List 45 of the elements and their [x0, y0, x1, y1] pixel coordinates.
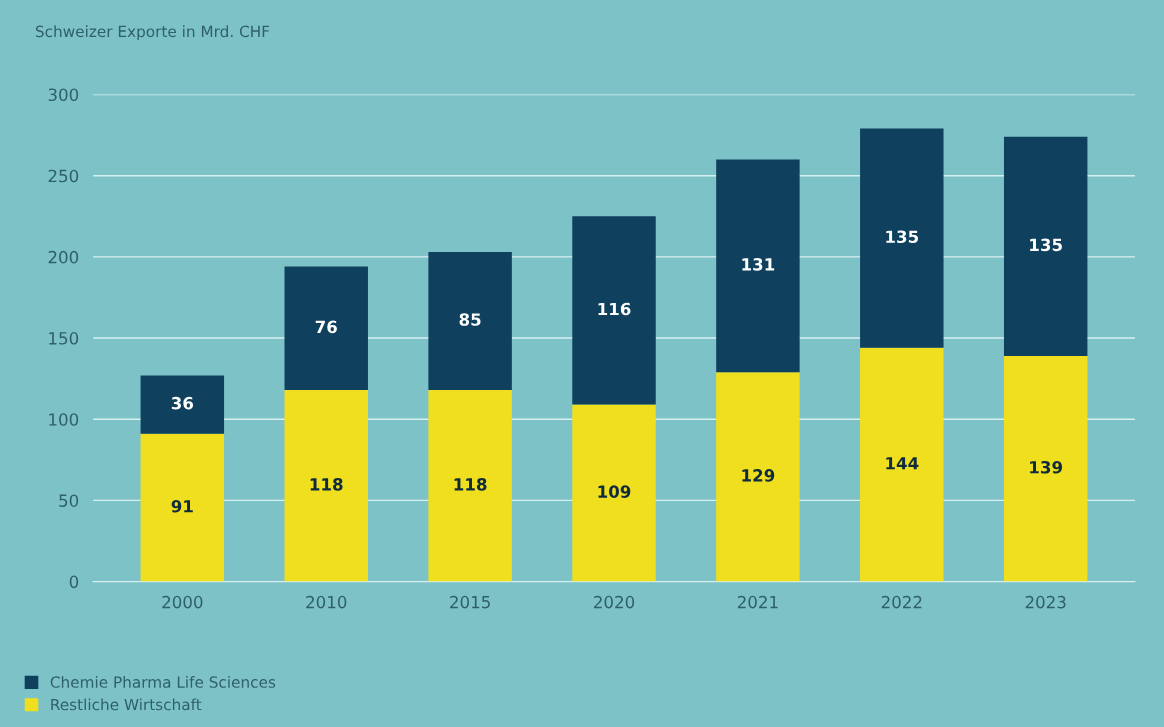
bar — [716, 372, 800, 582]
data-label: 144 — [886, 457, 919, 470]
y-tick-label: 50 — [59, 494, 79, 507]
x-tick-label: 2023 — [1025, 595, 1066, 609]
bar — [1003, 136, 1088, 356]
y-tick-label: 200 — [48, 250, 79, 264]
legend-label: Restliche Wirtschaft — [51, 698, 202, 711]
bar — [428, 252, 512, 391]
data-label: 85 — [459, 313, 481, 326]
bar — [860, 128, 944, 348]
y-tick-label: 0 — [69, 575, 79, 589]
data-label: 116 — [598, 302, 631, 316]
bar — [716, 159, 800, 373]
data-label: 118 — [454, 478, 487, 491]
data-label: 129 — [742, 469, 775, 482]
data-label: 135 — [1030, 238, 1062, 252]
bar — [428, 390, 512, 582]
data-label: 118 — [310, 478, 343, 491]
data-label: 139 — [1030, 460, 1063, 474]
legend-label: Chemie Pharma Life Sciences — [50, 676, 276, 688]
bar — [1003, 355, 1088, 582]
x-tick-label: 2010 — [306, 595, 347, 609]
x-tick-label: 2021 — [737, 595, 778, 609]
bar — [284, 266, 368, 391]
x-tick-label: 2020 — [594, 595, 635, 609]
data-label: 76 — [315, 320, 337, 334]
y-tick-label: 150 — [49, 332, 79, 345]
data-label: 36 — [171, 396, 194, 410]
y-tick-label: 300 — [48, 88, 79, 102]
data-label: 135 — [886, 230, 919, 244]
data-label: 131 — [742, 258, 775, 271]
bar — [572, 404, 656, 582]
bar — [140, 375, 225, 434]
y-tick-label: 100 — [49, 413, 79, 426]
x-tick-label: 2000 — [162, 595, 203, 609]
data-label: 109 — [598, 485, 631, 498]
bar — [284, 390, 368, 582]
bar — [860, 347, 944, 582]
x-tick-label: 2015 — [450, 595, 490, 609]
bar — [140, 433, 225, 582]
data-label: 91 — [171, 499, 193, 513]
x-tick-label: 2022 — [881, 595, 922, 609]
y-axis-title: Schweizer Exporte in Mrd. CHF — [35, 25, 270, 41]
bar — [572, 216, 656, 405]
y-tick-label: 250 — [48, 169, 79, 183]
